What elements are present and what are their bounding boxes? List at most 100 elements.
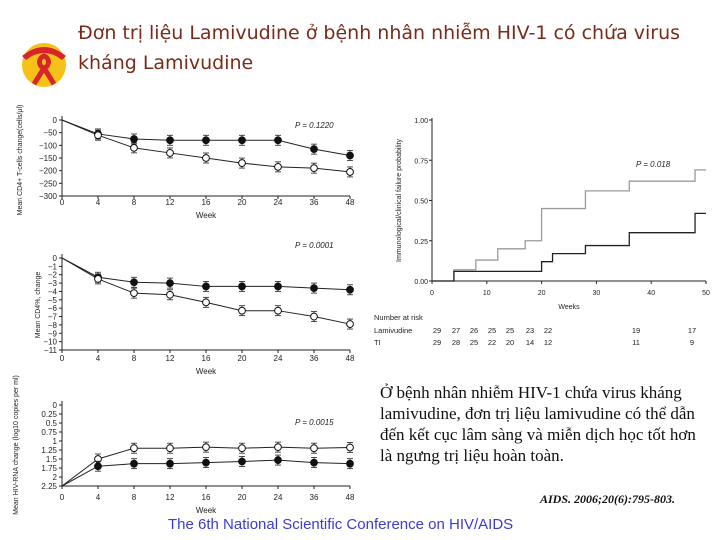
y-tick-label: −200 [39, 167, 58, 176]
data-point [274, 456, 282, 464]
data-point [274, 443, 282, 452]
data-point [130, 289, 138, 298]
data-point [94, 275, 102, 283]
x-tick-label: 4 [96, 198, 101, 207]
y-tick-label: 0 [53, 254, 58, 263]
y-tick-label: −3 [48, 279, 58, 288]
km-y-tick-label: 0.00 [414, 279, 428, 286]
y-tick-label: −1 [48, 262, 58, 271]
risk-table-cell: 14 [526, 338, 534, 347]
data-point [346, 443, 354, 452]
p-value-annotation: P = 0.1220 [295, 121, 334, 130]
x-tick-label: 4 [96, 354, 101, 363]
risk-table-cell: 22 [544, 326, 552, 335]
risk-table-cell: 28 [452, 338, 460, 347]
p-value-annotation: P = 0.0015 [295, 418, 334, 427]
risk-table-cell: 12 [544, 338, 552, 347]
data-point [166, 459, 174, 468]
data-point [166, 279, 174, 287]
km-x-tick-label: 50 [702, 290, 710, 297]
data-point [166, 444, 174, 453]
data-point [274, 136, 282, 145]
risk-table-cell: 9 [690, 338, 694, 347]
risk-table-cell: 19 [632, 326, 640, 335]
risk-table-cell: 26 [470, 326, 478, 335]
y-axis-label: Mean HIV-RNA change (log10 copies per ml… [13, 375, 20, 515]
y-tick-label: 1.25 [41, 446, 57, 455]
y-tick-label: −11 [44, 346, 58, 355]
risk-table-row-label: Lamivudine [374, 326, 412, 335]
risk-table-row-label: TI [374, 338, 381, 347]
x-tick-label: 48 [346, 198, 355, 207]
x-tick-label: 24 [274, 354, 283, 363]
x-tick-label: 16 [202, 493, 211, 502]
data-point [346, 285, 354, 294]
x-tick-label: 12 [166, 354, 175, 363]
risk-table-cell: 11 [632, 338, 640, 347]
data-point [130, 135, 138, 143]
y-tick-label: −150 [39, 154, 58, 163]
x-tick-label: 48 [346, 493, 355, 502]
y-tick-label: −300 [39, 192, 58, 201]
data-point [202, 443, 210, 452]
x-tick-label: 8 [132, 198, 137, 207]
data-point [94, 462, 102, 471]
km-y-tick-label: 0.50 [414, 199, 428, 206]
y-tick-label: 0 [53, 116, 58, 125]
x-tick-label: 20 [238, 354, 247, 363]
data-point [238, 306, 246, 315]
citation: AIDS. 2006;20(6):795-803. [540, 492, 675, 506]
data-point [346, 459, 354, 468]
data-point [130, 143, 138, 152]
risk-table-cell: 25 [506, 326, 514, 335]
x-tick-label: 36 [310, 198, 319, 207]
data-point [310, 312, 318, 321]
data-point [130, 444, 138, 453]
data-point [166, 149, 174, 157]
data-point [238, 457, 246, 466]
slide-caption: Ở bệnh nhân nhiễm HIV-1 chứa virus kháng… [380, 383, 696, 465]
km-y-tick-label: 0.25 [414, 239, 428, 246]
data-point [202, 298, 210, 307]
data-point [238, 444, 246, 453]
data-point [274, 306, 282, 315]
y-tick-label: −100 [39, 141, 58, 150]
y-tick-label: 0.5 [46, 419, 58, 428]
y-tick-label: −4 [48, 287, 58, 296]
risk-table-cell: 27 [452, 326, 460, 335]
data-point [202, 136, 210, 145]
x-tick-label: 48 [346, 354, 355, 363]
km-x-tick-label: 20 [538, 290, 546, 297]
data-point [94, 131, 102, 140]
risk-table-cell: 29 [433, 338, 441, 347]
x-tick-label: 12 [166, 198, 175, 207]
logo-hat-icon [22, 47, 66, 60]
data-point [274, 162, 282, 171]
risk-table-cell: 29 [433, 326, 441, 335]
data-point [310, 444, 318, 453]
red-ribbon-icon [31, 53, 57, 86]
y-tick-label: −50 [43, 129, 57, 138]
data-point [166, 136, 174, 145]
data-point [238, 136, 246, 145]
data-point [310, 284, 318, 293]
x-tick-label: 8 [132, 493, 137, 502]
risk-table-cell: 25 [488, 326, 496, 335]
data-point [274, 282, 282, 291]
y-tick-label: −5 [48, 296, 58, 305]
y-axis-label: Mean CD4%, change [35, 272, 42, 339]
km-step-curve [432, 212, 706, 282]
data-point [130, 278, 138, 287]
x-tick-label: 24 [274, 493, 283, 502]
conference-footer: The 6th National Scientific Conference o… [168, 516, 514, 533]
km-x-tick-label: 30 [593, 290, 601, 297]
y-tick-label: −2 [48, 271, 58, 280]
risk-table-cell: 22 [488, 338, 496, 347]
x-tick-label: 20 [238, 493, 247, 502]
risk-table-cell: 25 [470, 338, 478, 347]
x-axis-label: Week [196, 367, 217, 376]
km-y-tick-label: 0.75 [414, 158, 428, 165]
x-tick-label: 12 [166, 493, 175, 502]
data-point [346, 320, 354, 328]
